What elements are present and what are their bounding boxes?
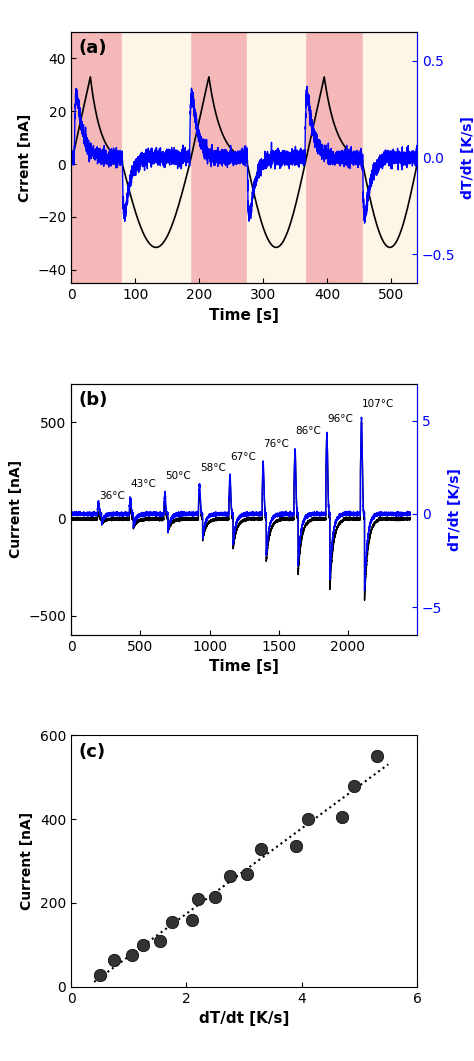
- Text: 76°C: 76°C: [264, 439, 289, 450]
- Text: (c): (c): [78, 743, 105, 761]
- Text: 58°C: 58°C: [200, 463, 226, 472]
- Point: [194, 890, 202, 907]
- Bar: [71, 32, 122, 283]
- X-axis label: Time [s]: Time [s]: [209, 659, 279, 675]
- Point: [211, 888, 219, 905]
- Y-axis label: dT/dt [K/s]: dT/dt [K/s]: [461, 116, 474, 198]
- Point: [168, 914, 176, 930]
- Point: [188, 911, 196, 928]
- Text: (b): (b): [78, 392, 108, 410]
- Bar: [247, 32, 305, 283]
- Text: 50°C: 50°C: [165, 471, 191, 482]
- X-axis label: dT/dt [K/s]: dT/dt [K/s]: [199, 1011, 289, 1026]
- Bar: [190, 32, 247, 283]
- Point: [128, 946, 136, 963]
- Point: [96, 967, 104, 984]
- Text: 86°C: 86°C: [295, 425, 321, 436]
- Point: [257, 840, 265, 857]
- Text: 36°C: 36°C: [99, 490, 125, 501]
- Point: [292, 838, 300, 855]
- X-axis label: Time [s]: Time [s]: [209, 308, 279, 323]
- Bar: [363, 32, 417, 283]
- Text: 67°C: 67°C: [230, 452, 256, 462]
- Y-axis label: Crrent [nA]: Crrent [nA]: [18, 114, 32, 202]
- Point: [304, 811, 311, 828]
- Bar: [305, 32, 363, 283]
- Y-axis label: dT/dt [K/s]: dT/dt [K/s]: [448, 468, 462, 551]
- Text: 107°C: 107°C: [362, 399, 394, 408]
- Point: [373, 748, 381, 765]
- Y-axis label: Current [nA]: Current [nA]: [20, 812, 34, 910]
- Point: [110, 951, 118, 968]
- Y-axis label: Current [nA]: Current [nA]: [9, 460, 23, 558]
- Text: (a): (a): [78, 39, 107, 57]
- Point: [243, 865, 251, 882]
- Point: [139, 937, 147, 954]
- Point: [157, 933, 164, 950]
- Point: [350, 778, 357, 795]
- Text: 43°C: 43°C: [131, 479, 156, 489]
- Point: [226, 867, 234, 884]
- Bar: [122, 32, 190, 283]
- Point: [338, 808, 346, 825]
- Text: 96°C: 96°C: [327, 414, 353, 424]
